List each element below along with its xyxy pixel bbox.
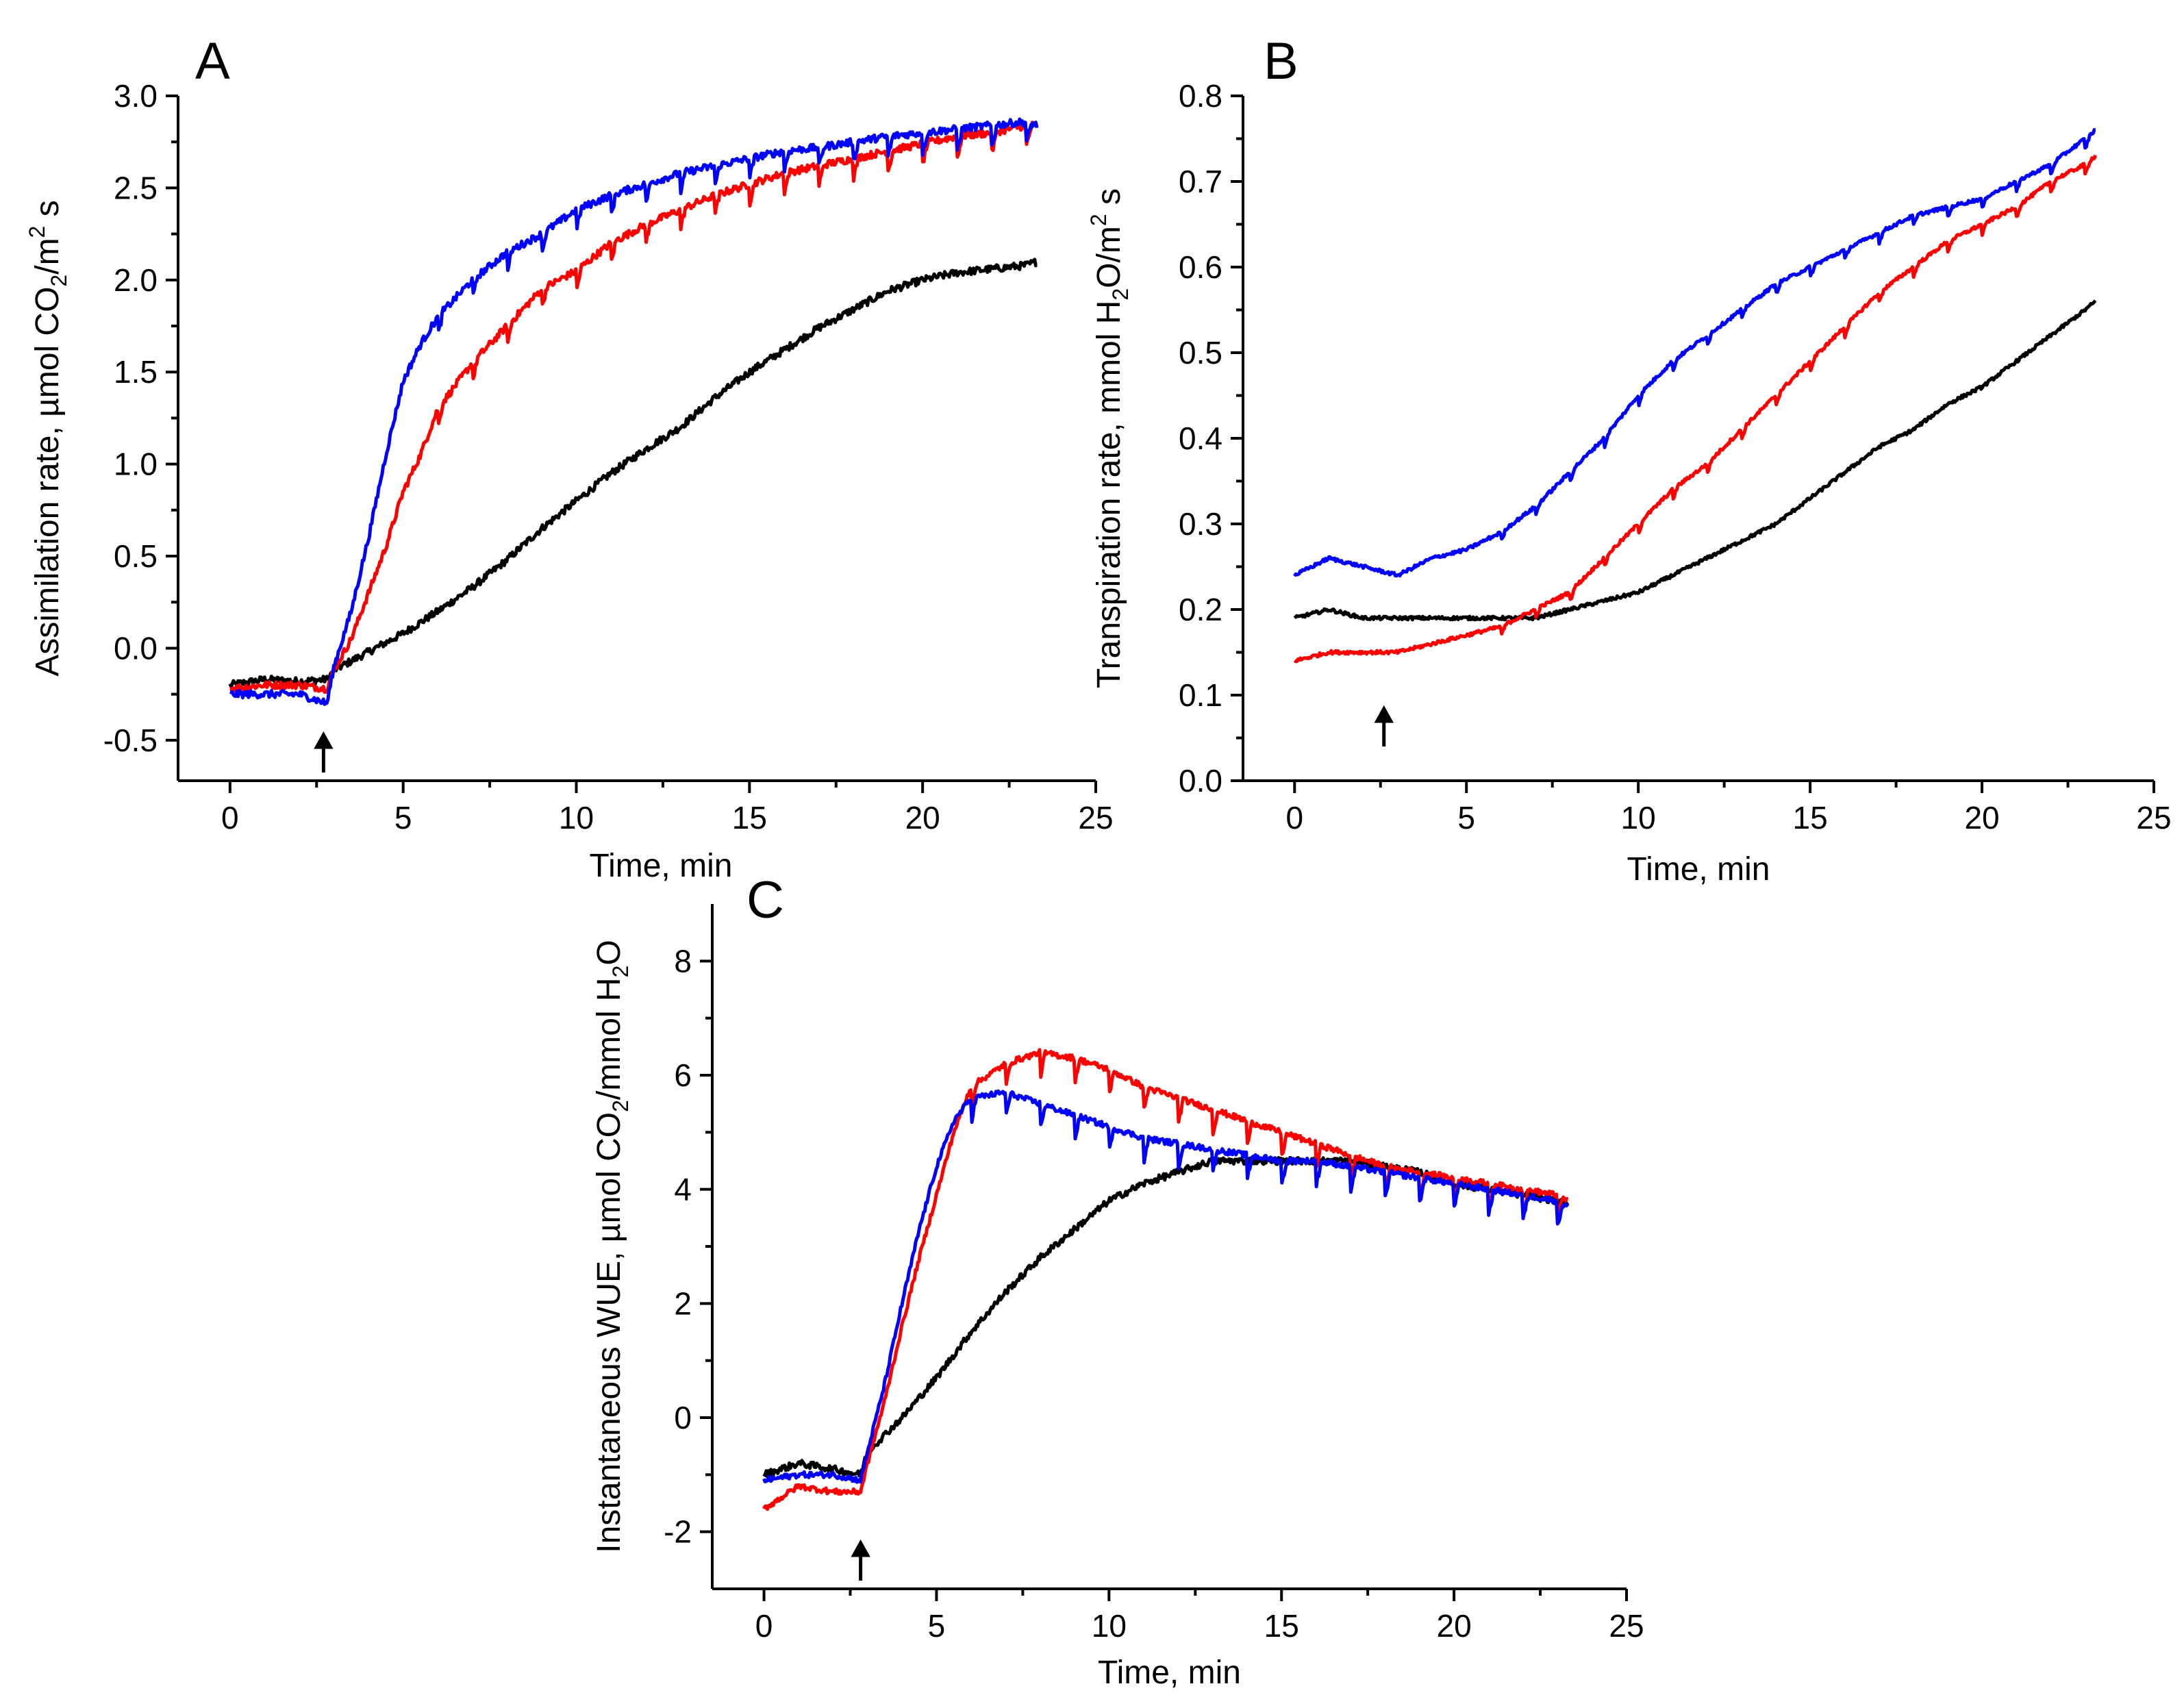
treatment-arrow-head bbox=[1374, 705, 1394, 723]
x-tick-label: 5 bbox=[928, 1608, 946, 1644]
y-tick-label: 1.0 bbox=[114, 447, 158, 482]
series-line-blue bbox=[762, 1089, 1570, 1484]
y-tick-label: 4 bbox=[674, 1172, 692, 1207]
x-tick-label: 5 bbox=[1457, 800, 1475, 836]
x-tick-label: 25 bbox=[1078, 800, 1113, 836]
panel-a: A 0 5 10 15 20 25 -0.5 0.0 0.5 1.0 1.5 2.0 2.5 3.0 Time… bbox=[25, 32, 1114, 884]
y-tick-label: 1.5 bbox=[114, 354, 158, 390]
y-tick-label: 3.0 bbox=[114, 78, 158, 114]
x-tick-label: 5 bbox=[394, 800, 412, 836]
y-tick-label: 8 bbox=[674, 943, 692, 979]
series-line-red bbox=[229, 121, 1039, 694]
x-tick-label: 10 bbox=[559, 800, 594, 836]
x-tick-label: 15 bbox=[1264, 1608, 1299, 1644]
x-tick-label: 25 bbox=[2136, 800, 2171, 836]
y-tick-label: 6 bbox=[674, 1057, 692, 1093]
y-tick-label: 0.4 bbox=[1179, 420, 1222, 456]
y-axis-label: Assimilation rate, µmol CO2/m2 s bbox=[25, 200, 71, 676]
y-tick-label: 2 bbox=[674, 1285, 692, 1321]
y-tick-label: -0.5 bbox=[103, 723, 158, 758]
x-axis-label: Time, min bbox=[1627, 851, 1770, 888]
series-line-black bbox=[228, 258, 1038, 688]
y-tick-label: 0.5 bbox=[1179, 335, 1222, 371]
y-axis-label: Instantaneous WUE, µmol CO2/mmol H2O bbox=[591, 940, 633, 1553]
x-tick-label: 0 bbox=[221, 800, 239, 836]
panel-letter: B bbox=[1264, 32, 1298, 90]
y-tick-label: 2.0 bbox=[114, 262, 158, 298]
panel-letter: A bbox=[195, 32, 230, 90]
y-tick-label: 0.3 bbox=[1179, 506, 1222, 542]
x-tick-label: 0 bbox=[1285, 800, 1303, 836]
y-tick-label: 0.2 bbox=[1179, 592, 1222, 627]
y-tick-label: 0.5 bbox=[114, 538, 158, 574]
x-tick-label: 25 bbox=[1609, 1608, 1644, 1644]
y-tick-label: 0.0 bbox=[114, 630, 158, 666]
x-tick-label: 20 bbox=[1437, 1608, 1472, 1644]
panel-b: B 0 5 10 15 20 25 0.0 0.1 0.2 0.3 0.4 0.5 0.6 0.7 0.8 Ti… bbox=[1086, 32, 2172, 888]
x-tick-label: 10 bbox=[1092, 1608, 1127, 1644]
treatment-arrow-head bbox=[851, 1539, 870, 1557]
panel-c: C 0 5 10 15 20 25 -2 0 2 4 6 8 Time, min Instantaneous… bbox=[591, 871, 1644, 1691]
series-line-blue bbox=[229, 117, 1039, 706]
y-tick-label: 0.1 bbox=[1179, 677, 1222, 713]
x-axis-label: Time, min bbox=[1098, 1655, 1241, 1691]
series-line-red bbox=[762, 1048, 1569, 1511]
series-line-red bbox=[1293, 154, 2098, 664]
x-tick-label: 20 bbox=[1964, 800, 1999, 836]
x-tick-label: 10 bbox=[1621, 800, 1656, 836]
x-tick-label: 15 bbox=[1793, 800, 1828, 836]
x-tick-label: 15 bbox=[732, 800, 767, 836]
y-tick-label: -2 bbox=[664, 1514, 692, 1550]
treatment-arrow-head bbox=[314, 731, 334, 749]
y-tick-label: 0.7 bbox=[1179, 164, 1222, 199]
y-tick-label: 0 bbox=[674, 1400, 692, 1435]
y-axis-label: Transpiration rate, mmol H2O/m2 s bbox=[1086, 188, 1133, 688]
series-line-black bbox=[762, 1155, 1570, 1479]
x-axis-label: Time, min bbox=[590, 848, 733, 884]
series-line-blue bbox=[1293, 128, 2096, 578]
panel-letter: C bbox=[746, 871, 784, 929]
x-tick-label: 20 bbox=[905, 800, 940, 836]
y-tick-label: 0.6 bbox=[1179, 249, 1222, 285]
y-tick-label: 0.0 bbox=[1179, 763, 1222, 799]
x-tick-label: 0 bbox=[755, 1608, 773, 1644]
y-tick-label: 2.5 bbox=[114, 170, 158, 205]
series-line-black bbox=[1293, 299, 2097, 622]
y-tick-label: 0.8 bbox=[1179, 78, 1222, 114]
